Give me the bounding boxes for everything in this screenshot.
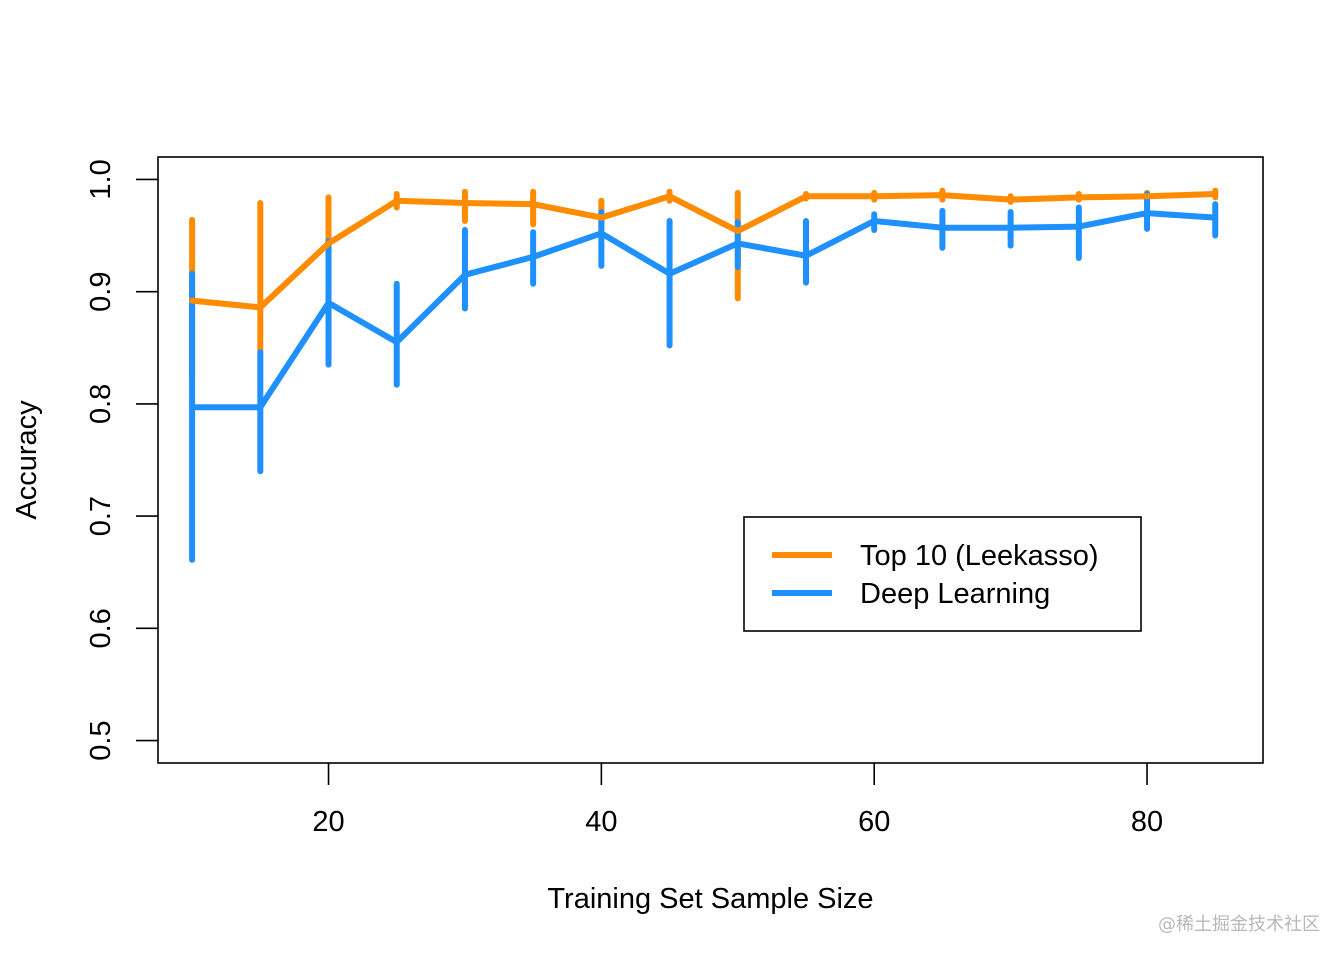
x-axis-title: Training Set Sample Size — [547, 883, 873, 915]
leekasso-series-line — [189, 191, 1219, 311]
y-tick-label: 0.7 — [85, 496, 117, 536]
x-tick-label: 60 — [858, 806, 890, 838]
y-tick-label: 0.9 — [85, 272, 117, 312]
y-axis-title: Accuracy — [11, 400, 43, 520]
plot-frame — [157, 156, 1264, 764]
legend-label-leekasso: Top 10 (Leekasso) — [860, 540, 1099, 572]
legend-box — [743, 516, 1142, 632]
legend-label-deep-learning: Deep Learning — [860, 578, 1050, 610]
x-tick-label: 80 — [1131, 806, 1163, 838]
y-tick-label: 0.6 — [85, 608, 117, 648]
watermark: @稀土掘金技术社区 — [1158, 914, 1320, 935]
y-tick-label: 0.8 — [85, 384, 117, 424]
x-tick-label: 40 — [585, 806, 617, 838]
deep-learning-series-line — [189, 210, 1219, 411]
plot-area: 20 40 60 80 0.5 0.6 0.7 0.8 0.9 1.0 Training Set S… — [11, 156, 1264, 915]
y-tick-label: 0.5 — [85, 720, 117, 760]
x-tick-label: 20 — [312, 806, 344, 838]
y-tick-label: 1.0 — [85, 159, 117, 199]
